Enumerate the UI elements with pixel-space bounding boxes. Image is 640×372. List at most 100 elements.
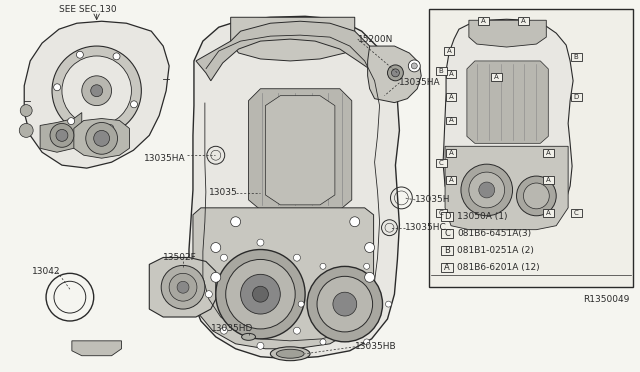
Bar bbox=[436, 159, 447, 167]
Circle shape bbox=[211, 272, 221, 282]
Bar bbox=[441, 263, 453, 272]
Text: C: C bbox=[573, 210, 579, 216]
Circle shape bbox=[20, 105, 32, 116]
Circle shape bbox=[350, 217, 360, 227]
Circle shape bbox=[516, 176, 556, 216]
Circle shape bbox=[365, 243, 374, 253]
Text: B: B bbox=[444, 246, 450, 255]
Text: A: A bbox=[546, 177, 550, 183]
Circle shape bbox=[161, 265, 205, 309]
Text: 13042: 13042 bbox=[32, 267, 61, 276]
Polygon shape bbox=[74, 119, 129, 158]
Circle shape bbox=[52, 46, 141, 135]
Bar bbox=[543, 209, 554, 217]
Polygon shape bbox=[266, 96, 335, 205]
Text: A: A bbox=[449, 94, 453, 100]
Ellipse shape bbox=[241, 333, 255, 340]
Polygon shape bbox=[367, 46, 421, 103]
Bar bbox=[429, 9, 633, 287]
Bar bbox=[445, 70, 456, 78]
Bar bbox=[571, 93, 582, 101]
Bar bbox=[445, 149, 456, 157]
Polygon shape bbox=[443, 19, 573, 230]
Polygon shape bbox=[40, 113, 82, 152]
Text: B: B bbox=[438, 68, 444, 74]
Polygon shape bbox=[467, 61, 548, 143]
Text: 13035HA: 13035HA bbox=[145, 154, 186, 163]
Text: 13035HD: 13035HD bbox=[211, 324, 253, 333]
Circle shape bbox=[220, 327, 227, 334]
Circle shape bbox=[50, 124, 74, 147]
Circle shape bbox=[211, 243, 221, 253]
Bar bbox=[543, 149, 554, 157]
Circle shape bbox=[308, 291, 316, 298]
Circle shape bbox=[226, 259, 295, 329]
Bar bbox=[436, 67, 447, 75]
Bar bbox=[445, 176, 456, 184]
Circle shape bbox=[169, 273, 197, 301]
Text: C: C bbox=[444, 229, 450, 238]
Bar bbox=[441, 229, 453, 238]
Circle shape bbox=[131, 101, 138, 108]
Polygon shape bbox=[189, 16, 399, 359]
Circle shape bbox=[205, 291, 212, 298]
Polygon shape bbox=[248, 89, 352, 210]
Text: B: B bbox=[573, 54, 579, 60]
Circle shape bbox=[461, 164, 513, 216]
Circle shape bbox=[257, 342, 264, 349]
Circle shape bbox=[479, 182, 495, 198]
Circle shape bbox=[56, 129, 68, 141]
Bar bbox=[444, 47, 454, 55]
Text: C: C bbox=[438, 160, 444, 166]
Text: 13035HA: 13035HA bbox=[399, 78, 441, 87]
Bar bbox=[492, 73, 502, 81]
Circle shape bbox=[257, 239, 264, 246]
Polygon shape bbox=[149, 257, 216, 317]
Polygon shape bbox=[72, 341, 122, 356]
Text: A: A bbox=[481, 18, 486, 24]
Bar bbox=[478, 17, 489, 25]
Polygon shape bbox=[230, 17, 355, 61]
Circle shape bbox=[91, 85, 102, 97]
Text: R1350049: R1350049 bbox=[583, 295, 630, 304]
Text: A: A bbox=[449, 177, 453, 183]
Polygon shape bbox=[24, 21, 169, 168]
Polygon shape bbox=[469, 20, 547, 47]
Circle shape bbox=[317, 276, 372, 332]
Text: 13035H: 13035H bbox=[415, 195, 451, 204]
Circle shape bbox=[298, 301, 304, 307]
Text: A: A bbox=[521, 18, 526, 24]
Circle shape bbox=[307, 266, 383, 342]
Circle shape bbox=[62, 56, 131, 125]
Text: D: D bbox=[573, 94, 579, 100]
Circle shape bbox=[107, 125, 114, 131]
Circle shape bbox=[253, 286, 268, 302]
Bar bbox=[445, 116, 456, 125]
Circle shape bbox=[412, 63, 417, 69]
Polygon shape bbox=[196, 21, 385, 81]
Bar bbox=[441, 246, 453, 255]
Circle shape bbox=[294, 254, 300, 261]
Text: D: D bbox=[444, 212, 451, 221]
Circle shape bbox=[241, 274, 280, 314]
Circle shape bbox=[385, 301, 392, 307]
Text: A: A bbox=[546, 150, 550, 156]
Ellipse shape bbox=[270, 347, 310, 361]
Circle shape bbox=[333, 292, 356, 316]
Circle shape bbox=[93, 131, 109, 146]
Bar bbox=[571, 209, 582, 217]
Circle shape bbox=[54, 84, 61, 91]
Text: C: C bbox=[438, 210, 444, 216]
Circle shape bbox=[113, 53, 120, 60]
Text: 13050A (1): 13050A (1) bbox=[457, 212, 508, 221]
Text: 13502F: 13502F bbox=[163, 253, 197, 262]
Circle shape bbox=[364, 263, 370, 269]
Circle shape bbox=[524, 183, 549, 209]
Circle shape bbox=[19, 124, 33, 137]
Bar bbox=[436, 209, 447, 217]
Circle shape bbox=[365, 272, 374, 282]
Polygon shape bbox=[445, 146, 568, 230]
Circle shape bbox=[220, 254, 227, 261]
Circle shape bbox=[294, 327, 300, 334]
Text: A: A bbox=[449, 71, 453, 77]
